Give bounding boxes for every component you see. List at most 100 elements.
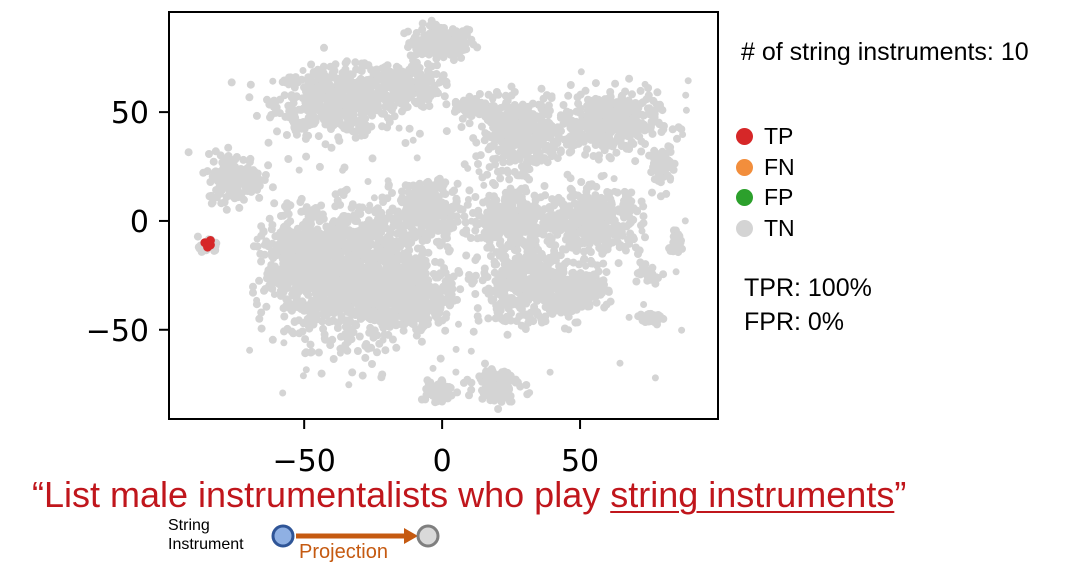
tn-point	[483, 286, 492, 295]
tn-point	[334, 295, 343, 303]
tn-point	[314, 348, 323, 357]
tn-point	[330, 231, 339, 240]
tn-point	[357, 302, 366, 311]
tn-point	[518, 202, 527, 211]
tn-point	[424, 67, 432, 75]
tn-point	[614, 259, 623, 268]
tn-point	[476, 151, 485, 160]
tn-point	[334, 80, 342, 89]
tn-points-layer	[184, 16, 692, 413]
tn-point	[456, 285, 465, 294]
tn-point	[355, 332, 364, 341]
tn-point	[341, 322, 350, 331]
tn-point	[316, 84, 325, 93]
tn-point	[496, 174, 505, 183]
tn-point	[239, 195, 248, 204]
tn-point	[502, 151, 511, 160]
tn-point	[589, 102, 597, 111]
tn-point	[606, 88, 615, 96]
tn-point	[489, 295, 498, 304]
tn-point	[637, 147, 646, 156]
tn-point	[526, 215, 535, 224]
tn-point	[348, 274, 357, 283]
tn-point	[545, 306, 554, 315]
tn-point	[222, 205, 231, 214]
tn-point	[503, 96, 512, 105]
tn-point	[383, 241, 392, 250]
tn-point	[523, 123, 532, 132]
tn-point	[541, 191, 550, 200]
tn-point	[473, 220, 482, 229]
tn-point	[377, 228, 386, 237]
tn-point	[505, 201, 514, 210]
tn-point	[471, 193, 480, 201]
tn-point	[386, 273, 395, 282]
tn-point	[389, 222, 398, 231]
tn-point	[346, 317, 355, 326]
tn-point	[392, 343, 401, 352]
tn-point	[333, 324, 342, 332]
tn-point	[243, 163, 252, 172]
tn-point	[314, 245, 322, 253]
tn-point	[515, 171, 524, 180]
tn-point	[516, 126, 525, 135]
tn-point	[246, 154, 255, 163]
tn-point	[356, 66, 365, 75]
tn-point	[265, 214, 274, 223]
tn-point	[388, 83, 397, 92]
tn-point	[260, 250, 269, 259]
tn-point	[486, 115, 495, 124]
tn-point	[351, 295, 360, 304]
tn-point	[650, 110, 659, 119]
tn-point	[639, 202, 648, 211]
tn-point	[492, 212, 501, 221]
tn-point	[498, 206, 507, 215]
tn-point	[440, 92, 449, 101]
tn-point	[473, 312, 482, 321]
tn-point	[465, 186, 474, 195]
tn-point	[402, 239, 411, 248]
tn-point	[339, 70, 348, 79]
tn-point	[368, 154, 377, 163]
tn-point	[412, 331, 421, 340]
tn-point	[284, 155, 293, 163]
tn-point	[412, 99, 421, 108]
tn-point	[610, 99, 619, 108]
tn-point	[266, 113, 274, 122]
tn-point	[332, 288, 341, 297]
tn-point	[597, 129, 606, 138]
tn-point	[505, 139, 514, 148]
tn-point	[365, 282, 374, 291]
tn-point	[599, 247, 608, 256]
tn-point	[423, 60, 432, 68]
tn-point	[604, 110, 613, 118]
tn-point	[611, 79, 620, 88]
tn-point	[279, 211, 288, 220]
tn-point	[352, 283, 361, 292]
tn-point	[425, 102, 434, 111]
tn-point	[250, 167, 259, 176]
tn-point	[426, 204, 434, 213]
tn-point	[365, 328, 374, 337]
tn-point	[367, 343, 376, 352]
tn-point	[639, 219, 648, 228]
tn-point	[282, 131, 291, 139]
tn-point	[453, 179, 462, 188]
tn-point	[222, 166, 231, 175]
tn-point	[378, 122, 387, 131]
tn-point	[346, 125, 355, 134]
tn-point	[457, 53, 466, 62]
tn-point	[267, 225, 276, 234]
tn-point	[359, 98, 368, 106]
tn-point	[312, 310, 321, 319]
tn-point	[257, 324, 266, 333]
tn-point	[483, 227, 492, 236]
tn-point	[287, 327, 296, 336]
tn-point	[184, 148, 193, 157]
tn-point	[263, 95, 271, 104]
tn-point	[408, 190, 417, 199]
tn-point	[442, 100, 451, 109]
tn-point	[501, 120, 510, 129]
tn-point	[416, 84, 424, 93]
tn-point	[361, 353, 370, 362]
